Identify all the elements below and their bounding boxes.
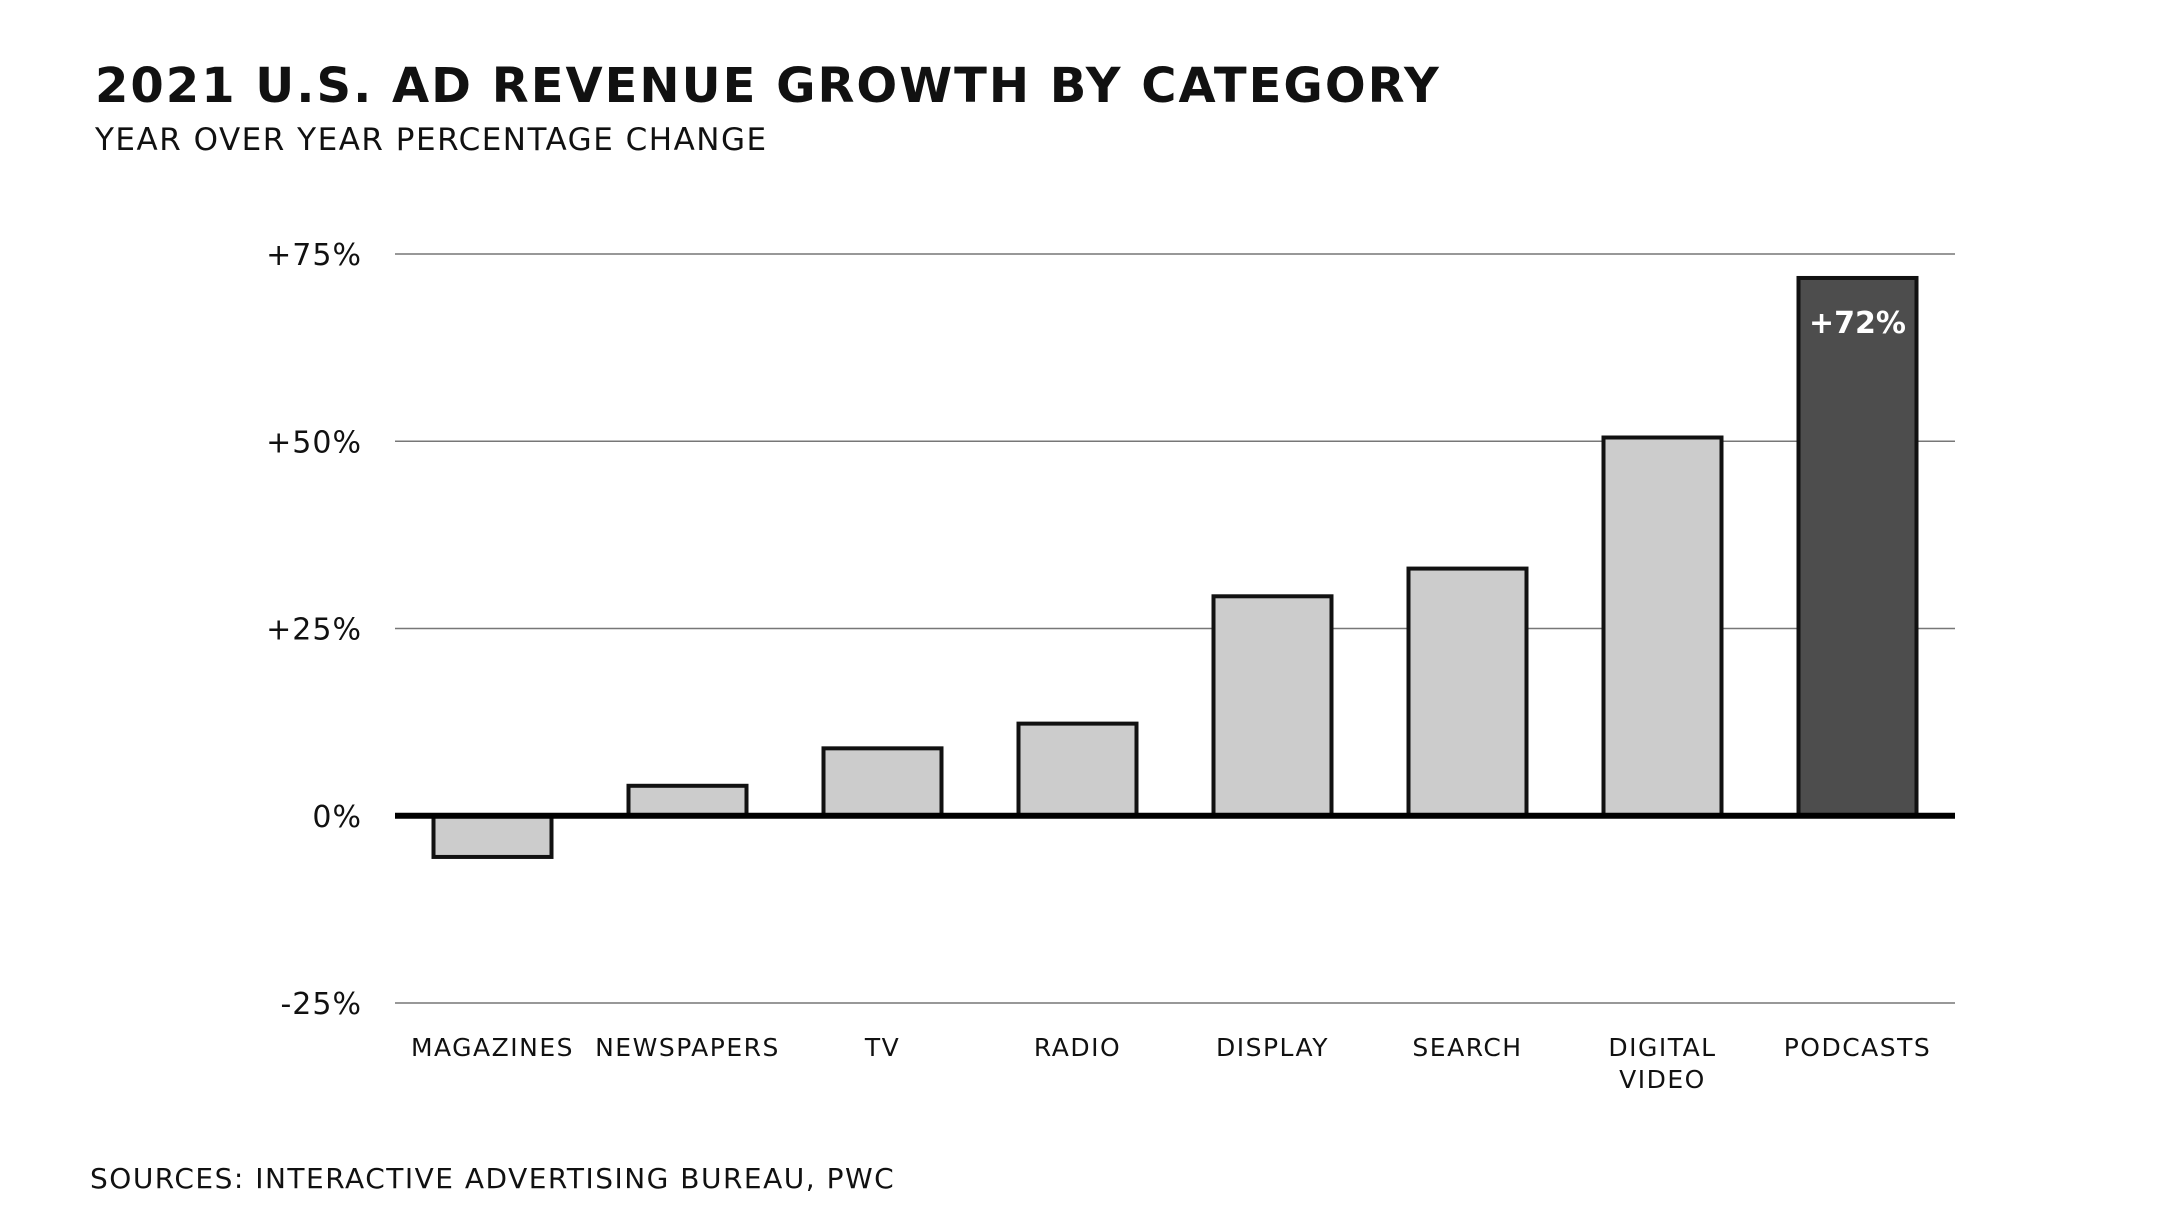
x-category-label: RADIO — [1034, 1033, 1121, 1062]
chart-title: 2021 U.S. AD REVENUE GROWTH BY CATEGORY — [95, 58, 1441, 114]
bar — [1016, 721, 1139, 818]
bar — [626, 783, 749, 818]
bar — [1406, 566, 1529, 818]
bar — [1796, 275, 1919, 818]
x-category-label: NEWSPAPERS — [595, 1033, 780, 1062]
data-label: +72% — [1809, 306, 1906, 341]
x-category-label: DIGITAL VIDEO — [1608, 1033, 1716, 1094]
chart-subtitle: YEAR OVER YEAR PERCENTAGE CHANGE — [95, 122, 768, 158]
bar — [431, 813, 554, 859]
y-tick-label: -25% — [280, 987, 362, 1022]
x-category-label: TV — [864, 1033, 900, 1062]
x-category-label: SEARCH — [1412, 1033, 1522, 1062]
x-category-label: DISPLAY — [1216, 1033, 1329, 1062]
source-note: SOURCES: INTERACTIVE ADVERTISING BUREAU,… — [90, 1162, 896, 1195]
bar — [821, 746, 944, 818]
y-tick-label: +25% — [266, 613, 362, 648]
y-tick-label: +75% — [266, 238, 362, 273]
bar — [1601, 435, 1724, 818]
y-tick-label: 0% — [312, 800, 362, 835]
x-category-label: PODCASTS — [1784, 1033, 1932, 1062]
x-category-label: MAGAZINES — [411, 1033, 574, 1062]
y-tick-label: +50% — [266, 425, 362, 460]
bar — [1211, 594, 1334, 818]
